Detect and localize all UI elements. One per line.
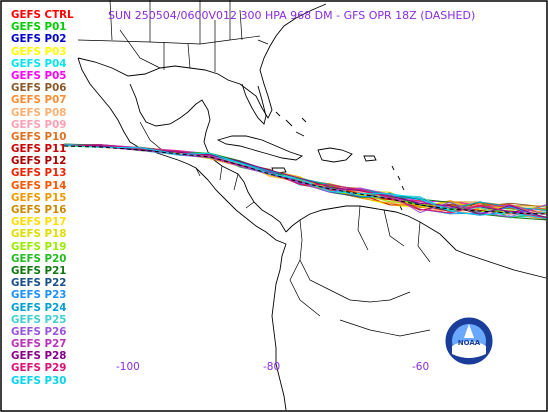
legend-entry: GEFS P14	[11, 179, 67, 192]
central-america-pacific	[207, 179, 287, 245]
yucatan-coastline	[129, 83, 211, 153]
legend-entry: GEFS P25	[11, 313, 67, 326]
legend-entry: GEFS P01	[11, 21, 67, 34]
legend-entry: GEFS P16	[11, 204, 67, 216]
bahamas	[275, 111, 307, 137]
legend-entry: GEFS P23	[11, 289, 67, 302]
ensemble-track	[63, 145, 547, 212]
legend-entry: GEFS P04	[11, 57, 67, 70]
longitude-label-80w: -80	[263, 361, 281, 373]
legend-entry: GEFS P18	[11, 228, 67, 241]
gfs-opr-dashed-line	[63, 145, 547, 215]
legend-entry: GEFS P09	[11, 118, 67, 131]
legend-entry: GEFS P02	[11, 33, 67, 46]
ensemble-tracks	[63, 143, 547, 221]
legend-entry: GEFS P11	[11, 143, 67, 156]
legend-entry: GEFS P13	[11, 167, 67, 180]
legend-entry: GEFS P26	[11, 325, 67, 338]
plot-title: SUN 250504/0600V012 300 HPA 968 DM - GFS…	[108, 9, 476, 22]
legend-entry: GEFS P07	[11, 94, 67, 107]
longitude-label-60w: -60	[412, 361, 430, 373]
hispaniola-coastline	[317, 147, 353, 163]
south-america-west	[271, 243, 287, 411]
legend-entry: GEFS CTRL	[11, 9, 74, 21]
us-coastline	[77, 3, 327, 119]
legend-entry: GEFS P10	[11, 130, 67, 143]
legend-entry: GEFS P06	[11, 82, 67, 95]
coastlines	[77, 3, 547, 411]
legend-entry: GEFS P12	[11, 155, 67, 168]
legend-entry: GEFS P19	[11, 240, 67, 253]
legend-entry: GEFS P20	[11, 252, 67, 265]
legend-entry: GEFS P29	[11, 362, 67, 375]
legend-entry: GEFS P24	[11, 301, 67, 314]
mexico-coastline	[77, 57, 209, 181]
legend-entry: GEFS P28	[11, 350, 67, 363]
legend-entry: GEFS P21	[11, 264, 67, 277]
cuba-coastline	[216, 135, 304, 161]
legend-entry: GEFS P08	[11, 106, 67, 119]
legend-entry: GEFS P03	[11, 45, 67, 58]
borders	[77, 0, 431, 337]
longitude-label-100w: -100	[116, 361, 140, 373]
legend-entry: GEFS P22	[11, 277, 67, 290]
legend-entry: GEFS P05	[11, 69, 67, 82]
puerto-rico-coastline	[363, 155, 377, 162]
ensemble-track	[63, 145, 547, 210]
legend-entry: GEFS P15	[11, 191, 67, 204]
legend-entry: GEFS P27	[11, 338, 67, 351]
lesser-antilles	[391, 165, 407, 211]
south-america-coastline	[285, 205, 547, 279]
florida	[241, 83, 267, 125]
legend-entry: GEFS P30	[11, 374, 67, 387]
opr-track	[63, 145, 547, 215]
ensemble-track	[63, 144, 547, 211]
legend: GEFS CTRL GEFS P01 GEFS P02 GEFS P03 GEFS P0…	[11, 9, 74, 387]
legend-entry: GEFS P17	[11, 216, 67, 229]
ensemble-track	[63, 144, 547, 219]
noaa-logo-text: NOAA	[458, 339, 481, 347]
ensemble-track	[63, 144, 547, 208]
ensemble-track	[63, 144, 547, 213]
central-america-coastline	[207, 151, 287, 233]
noaa-logo: NOAA	[444, 316, 494, 366]
ensemble-track	[63, 144, 547, 208]
